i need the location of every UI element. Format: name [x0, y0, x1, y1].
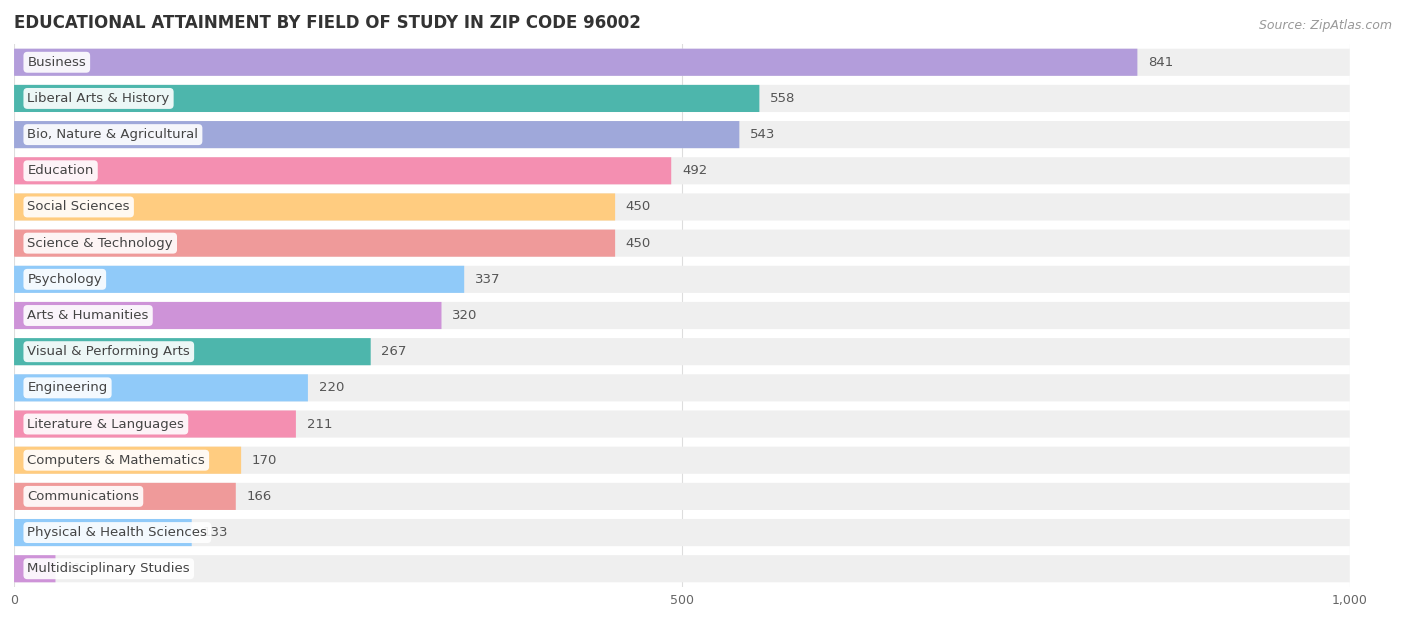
Text: Computers & Mathematics: Computers & Mathematics — [28, 454, 205, 467]
FancyBboxPatch shape — [14, 447, 242, 474]
FancyBboxPatch shape — [14, 266, 1350, 293]
Text: 841: 841 — [1149, 56, 1174, 69]
Text: 492: 492 — [682, 164, 707, 177]
FancyBboxPatch shape — [14, 49, 1137, 76]
Text: 267: 267 — [381, 345, 406, 358]
Text: Communications: Communications — [28, 490, 139, 503]
Text: Visual & Performing Arts: Visual & Performing Arts — [28, 345, 190, 358]
FancyBboxPatch shape — [14, 483, 1350, 510]
Text: 220: 220 — [319, 381, 344, 394]
Text: 320: 320 — [453, 309, 478, 322]
FancyBboxPatch shape — [14, 193, 616, 220]
Text: Social Sciences: Social Sciences — [28, 201, 129, 213]
FancyBboxPatch shape — [14, 85, 1350, 112]
Text: 450: 450 — [626, 237, 651, 250]
Text: Physical & Health Sciences: Physical & Health Sciences — [28, 526, 207, 539]
Text: 450: 450 — [626, 201, 651, 213]
Text: Liberal Arts & History: Liberal Arts & History — [28, 92, 170, 105]
FancyBboxPatch shape — [14, 157, 1350, 184]
FancyBboxPatch shape — [14, 411, 1350, 438]
Text: Engineering: Engineering — [28, 381, 108, 394]
Text: 166: 166 — [246, 490, 271, 503]
FancyBboxPatch shape — [14, 85, 759, 112]
FancyBboxPatch shape — [14, 338, 1350, 365]
FancyBboxPatch shape — [14, 266, 464, 293]
Text: Literature & Languages: Literature & Languages — [28, 418, 184, 430]
FancyBboxPatch shape — [14, 302, 1350, 329]
Text: 211: 211 — [307, 418, 332, 430]
FancyBboxPatch shape — [14, 411, 295, 438]
FancyBboxPatch shape — [14, 193, 1350, 220]
Text: Education: Education — [28, 164, 94, 177]
Text: 133: 133 — [202, 526, 228, 539]
FancyBboxPatch shape — [14, 230, 1350, 257]
Text: 170: 170 — [252, 454, 277, 467]
Text: 558: 558 — [770, 92, 796, 105]
Text: Psychology: Psychology — [28, 273, 103, 286]
FancyBboxPatch shape — [14, 555, 55, 582]
FancyBboxPatch shape — [14, 121, 1350, 148]
FancyBboxPatch shape — [14, 230, 616, 257]
FancyBboxPatch shape — [14, 49, 1350, 76]
Text: Multidisciplinary Studies: Multidisciplinary Studies — [28, 562, 190, 575]
Text: 31: 31 — [66, 562, 83, 575]
Text: EDUCATIONAL ATTAINMENT BY FIELD OF STUDY IN ZIP CODE 96002: EDUCATIONAL ATTAINMENT BY FIELD OF STUDY… — [14, 13, 641, 32]
FancyBboxPatch shape — [14, 447, 1350, 474]
FancyBboxPatch shape — [14, 374, 308, 401]
Text: Source: ZipAtlas.com: Source: ZipAtlas.com — [1258, 19, 1392, 32]
Text: 337: 337 — [475, 273, 501, 286]
FancyBboxPatch shape — [14, 338, 371, 365]
FancyBboxPatch shape — [14, 519, 191, 546]
Text: Business: Business — [28, 56, 86, 69]
FancyBboxPatch shape — [14, 374, 1350, 401]
Text: Bio, Nature & Agricultural: Bio, Nature & Agricultural — [28, 128, 198, 141]
FancyBboxPatch shape — [14, 483, 236, 510]
Text: Arts & Humanities: Arts & Humanities — [28, 309, 149, 322]
FancyBboxPatch shape — [14, 157, 671, 184]
Text: Science & Technology: Science & Technology — [28, 237, 173, 250]
FancyBboxPatch shape — [14, 555, 1350, 582]
FancyBboxPatch shape — [14, 121, 740, 148]
Text: 543: 543 — [749, 128, 775, 141]
FancyBboxPatch shape — [14, 519, 1350, 546]
FancyBboxPatch shape — [14, 302, 441, 329]
